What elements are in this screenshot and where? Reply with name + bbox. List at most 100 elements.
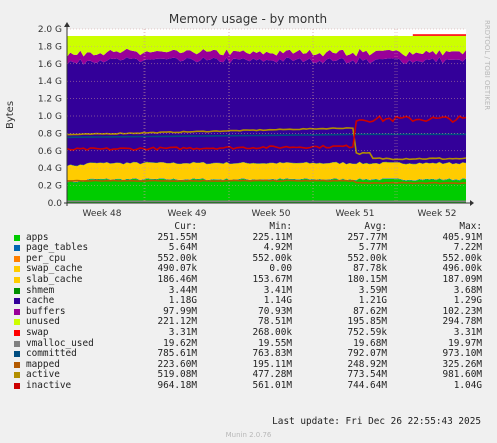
legend-min: 225.11M (252, 231, 292, 243)
legend-avg: 87.78k (353, 263, 387, 275)
legend-avg: 5.77M (358, 242, 387, 254)
legend-name: cache (26, 295, 55, 307)
y-tick-label: 1.6 G (38, 60, 62, 70)
legend-min: 477.28M (252, 369, 292, 381)
y-tick-label: 1.0 G (38, 112, 62, 122)
legend-avg: 752.59k (347, 326, 387, 338)
legend-avg: 180.15M (347, 273, 387, 285)
area-buffers (67, 48, 466, 65)
legend-swatch (14, 382, 20, 389)
legend-swatch (14, 255, 20, 262)
legend-swatch (14, 234, 20, 241)
col-cur: Cur: (174, 221, 197, 232)
legend-min: 3.41M (263, 284, 292, 296)
legend-row-inactive: inactive 964.18M 561.01M 744.64M 1.04G (8, 379, 490, 392)
legend-name: page_tables (26, 242, 89, 254)
munin-version: Munin 2.0.76 (225, 431, 272, 439)
area-page-tables (67, 178, 466, 183)
legend-row-slab-cache: slab_cache 186.46M 153.67M 180.15M 187.09M (8, 273, 490, 286)
legend-min: 78.51M (258, 316, 292, 328)
legend-name: active (26, 369, 60, 381)
y-tick-labels: 0.0 0.2 G 0.4 G 0.6 G 0.8 G 1.0 G 1.2 G 1.4 G 1.… (38, 25, 62, 209)
legend-cur: 97.99M (163, 305, 197, 317)
legend-max: 1.29G (453, 295, 482, 307)
y-tick-label: 1.4 G (38, 77, 62, 87)
legend-max: 325.26M (442, 358, 482, 370)
legend-min: 268.00k (252, 326, 292, 338)
legend-cur: 221.12M (157, 316, 197, 328)
legend-cur: 5.64M (168, 242, 197, 254)
y-axis-label: Bytes (5, 101, 16, 129)
col-avg: Avg: (364, 221, 387, 232)
legend-row-cache: cache 1.18G 1.14G 1.21G 1.29G (8, 296, 490, 307)
legend-avg: 19.68M (353, 337, 387, 349)
legend-min: 0.00 (269, 263, 292, 275)
legend-row-shmem: shmem 3.44M 3.41M 3.59M 3.68M (8, 284, 490, 297)
legend-table: Cur: Min: Avg: Max: apps 251.55M 225.11M 25… (8, 221, 490, 392)
legend-row-swap-cache: swap_cache 490.07k 0.00 87.78k 496.00k (8, 264, 490, 275)
legend-cur: 490.07k (157, 263, 197, 275)
legend-max: 187.09M (442, 273, 482, 285)
legend-min: 153.67M (252, 273, 292, 285)
legend-name: swap_cache (26, 263, 83, 275)
legend-min: 1.14G (263, 295, 292, 307)
x-tick-label: Week 50 (252, 209, 291, 219)
legend-min: 763.83M (252, 348, 292, 360)
legend-min: 70.93M (258, 305, 292, 317)
legend-cur: 552.00k (157, 252, 197, 264)
legend-row-active: active 519.08M 477.28M 773.54M 981.60M (8, 370, 490, 381)
y-tick-label: 0.4 G (38, 164, 62, 174)
legend-cur: 785.61M (157, 348, 197, 360)
legend-name: apps (26, 231, 49, 243)
legend-max: 3.68M (453, 284, 482, 296)
line-mapped (67, 179, 467, 185)
area-apps (67, 178, 466, 203)
legend-max: 552.00k (442, 252, 482, 264)
y-tick-label: 2.0 G (38, 25, 62, 35)
y-tick-label: 1.2 G (38, 95, 62, 105)
legend-swatch (14, 351, 20, 358)
area-cache (67, 57, 466, 166)
y-axis-arrow (64, 22, 70, 27)
legend-max: 294.78M (442, 316, 482, 328)
legend-min: 4.92M (263, 242, 292, 254)
legend-swatch (14, 287, 20, 294)
legend-name: slab_cache (26, 273, 83, 285)
legend-name: committed (26, 348, 77, 360)
area-slab-cache (67, 162, 466, 183)
legend-row-swap: swap 3.31M 268.00k 752.59k 3.31M (8, 326, 490, 339)
legend-row-buffers: buffers 97.99M 70.93M 87.62M 102.23M (8, 305, 490, 318)
legend-swatch (14, 266, 20, 273)
legend-cur: 19.62M (163, 337, 197, 349)
legend-cur: 964.18M (157, 379, 197, 391)
legend-avg: 3.59M (358, 284, 387, 296)
last-update: Last update: Fri Dec 26 22:55:43 2025 (272, 416, 481, 427)
area-shmem (67, 161, 466, 167)
y-tick-label: 0.6 G (38, 147, 62, 157)
legend-cur: 186.46M (157, 273, 197, 285)
legend-rows: apps 251.55M 225.11M 257.77M 405.91M page_tab… (8, 231, 490, 392)
line-inactive (66, 115, 467, 151)
legend-name: per_cpu (26, 252, 66, 264)
legend-avg: 195.85M (347, 316, 387, 328)
legend-cur: 519.08M (157, 369, 197, 381)
legend-avg: 792.07M (347, 348, 387, 360)
legend-avg: 552.00k (347, 252, 387, 264)
y-tick-label: 0.0 (48, 199, 63, 209)
legend-row-page-tables: page_tables 5.64M 4.92M 5.77M 7.22M (8, 243, 490, 254)
area-layers (67, 36, 466, 203)
legend-swatch (14, 308, 20, 315)
legend-row-vmalloc-used: vmalloc_used 19.62M 19.55M 19.68M 19.97M (8, 337, 490, 350)
rrdtool-side-label: RRDTOOL / TOBI OETIKER (483, 20, 491, 110)
legend-max: 19.97M (448, 337, 482, 349)
x-tick-label: Week 49 (168, 209, 207, 219)
legend-swatch (14, 329, 20, 336)
legend-avg: 744.64M (347, 379, 387, 391)
legend-name: mapped (26, 358, 60, 370)
legend-max: 981.60M (442, 369, 482, 381)
legend-avg: 87.62M (353, 305, 387, 317)
chart-title: Memory usage - by month (169, 12, 327, 26)
col-min: Min: (269, 221, 292, 232)
x-axis-arrow (470, 200, 474, 206)
legend-name: shmem (26, 284, 55, 296)
